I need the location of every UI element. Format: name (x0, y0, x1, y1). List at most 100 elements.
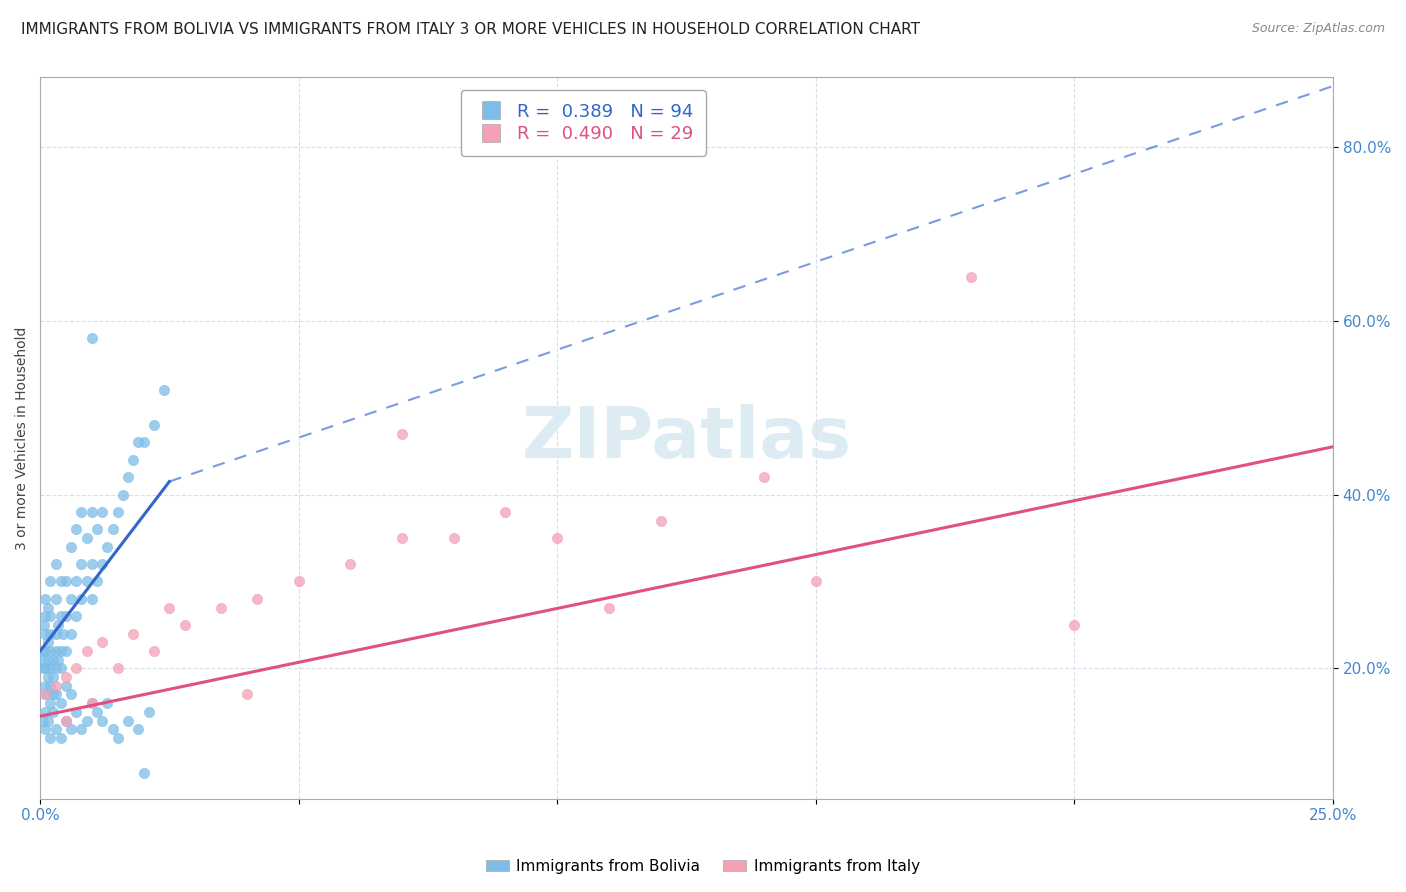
Point (49, 731, 72, 745)
Point (31, 714, 53, 728)
Point (117, 714, 139, 728)
Point (42, 653, 65, 667)
Point (39, 609, 62, 624)
Point (111, 487, 134, 501)
Text: IMMIGRANTS FROM BOLIVIA VS IMMIGRANTS FROM ITALY 3 OR MORE VEHICLES IN HOUSEHOLD: IMMIGRANTS FROM BOLIVIA VS IMMIGRANTS FR… (21, 22, 920, 37)
Point (37, 670, 59, 684)
Point (65, 661, 87, 675)
Point (55, 609, 77, 624)
Point (42, 670, 65, 684)
Point (122, 452, 145, 467)
Point (39, 696, 62, 710)
Point (174, 618, 197, 632)
Point (37, 714, 59, 728)
Point (45, 688, 67, 702)
Point (45, 723, 67, 737)
Point (80, 505, 103, 519)
Point (495, 505, 517, 519)
Point (752, 470, 775, 484)
Point (60, 723, 83, 737)
Point (37, 653, 59, 667)
Point (70, 557, 93, 571)
Point (49, 661, 72, 675)
Point (86, 522, 108, 536)
Point (86, 574, 108, 589)
Point (32, 653, 55, 667)
Point (34, 591, 56, 606)
Point (117, 470, 139, 484)
Point (287, 574, 309, 589)
Point (91, 505, 114, 519)
Point (49, 609, 72, 624)
Point (391, 426, 413, 441)
Point (76, 574, 98, 589)
Point (34, 705, 56, 719)
Point (65, 522, 87, 536)
Point (34, 644, 56, 658)
Point (127, 435, 149, 450)
Point (37, 635, 59, 649)
Point (107, 731, 129, 745)
Point (34, 661, 56, 675)
Point (86, 705, 108, 719)
Point (55, 679, 77, 693)
Point (45, 557, 67, 571)
Point (91, 557, 114, 571)
Point (101, 522, 124, 536)
Point (39, 731, 62, 745)
Point (91, 635, 114, 649)
Point (55, 670, 77, 684)
Point (60, 688, 83, 702)
Text: ZIPatlas: ZIPatlas (522, 403, 852, 473)
Point (34, 688, 56, 702)
Point (45, 679, 67, 693)
Point (153, 384, 176, 398)
Point (80, 591, 103, 606)
Point (55, 714, 77, 728)
Point (34, 688, 56, 702)
Point (132, 435, 155, 450)
Point (91, 714, 114, 728)
Point (42, 688, 65, 702)
Point (39, 661, 62, 675)
Point (650, 514, 672, 528)
Point (80, 696, 103, 710)
Point (32, 661, 55, 675)
Point (236, 688, 259, 702)
Point (45, 591, 67, 606)
Point (80, 557, 103, 571)
Y-axis label: 3 or more Vehicles in Household: 3 or more Vehicles in Household (15, 326, 30, 549)
Point (60, 626, 83, 640)
Point (60, 540, 83, 554)
Point (34, 609, 56, 624)
Text: Source: ZipAtlas.com: Source: ZipAtlas.com (1251, 22, 1385, 36)
Point (39, 574, 62, 589)
Point (65, 705, 87, 719)
Point (39, 644, 62, 658)
Point (107, 661, 129, 675)
Point (122, 626, 145, 640)
Point (546, 531, 568, 545)
Point (34, 626, 56, 640)
Point (76, 714, 98, 728)
Point (80, 331, 103, 345)
Point (31, 644, 53, 658)
Point (49, 696, 72, 710)
Point (45, 661, 67, 675)
Point (107, 505, 129, 519)
Point (39, 679, 62, 693)
Point (142, 418, 165, 433)
Point (55, 714, 77, 728)
Point (70, 505, 93, 519)
Point (127, 723, 149, 737)
Point (339, 557, 361, 571)
Point (46, 618, 69, 632)
Point (1063, 618, 1085, 632)
Point (70, 723, 93, 737)
Point (34, 723, 56, 737)
Point (45, 626, 67, 640)
Point (49, 574, 72, 589)
Point (37, 600, 59, 615)
Point (76, 531, 98, 545)
Point (42, 705, 65, 719)
